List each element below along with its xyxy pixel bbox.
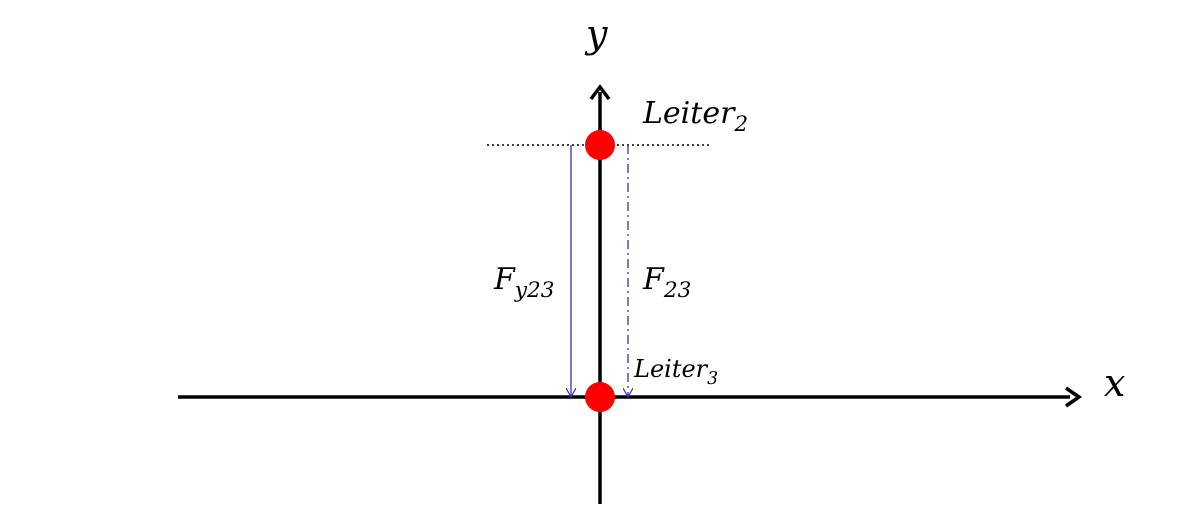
y-axis	[589, 84, 611, 504]
conductor-2-name: Leiter	[642, 96, 736, 131]
force-fy23-label: Fy23	[493, 262, 555, 303]
force-fy23-name: F	[493, 262, 516, 297]
y-axis-arrowhead	[589, 84, 611, 101]
force-f23-name: F	[642, 262, 665, 297]
force-fy23-index: y23	[514, 278, 555, 303]
conductor-3-name: Leiter	[633, 355, 709, 383]
conductor-2-dot	[585, 130, 615, 160]
conductor-2-index: 2	[733, 112, 748, 137]
x-axis-arrowhead	[1065, 386, 1083, 408]
force-f23-index: 23	[663, 278, 691, 303]
conductor-3-label: Leiter3	[633, 355, 718, 389]
conductor-3-dot	[585, 382, 615, 412]
y-axis-label: y	[584, 12, 608, 56]
conductor-2-label: Leiter2	[642, 96, 748, 137]
x-axis-label: x	[1104, 361, 1125, 405]
conductor-3-index: 3	[707, 369, 718, 389]
force-f23-label: F23	[642, 262, 691, 303]
